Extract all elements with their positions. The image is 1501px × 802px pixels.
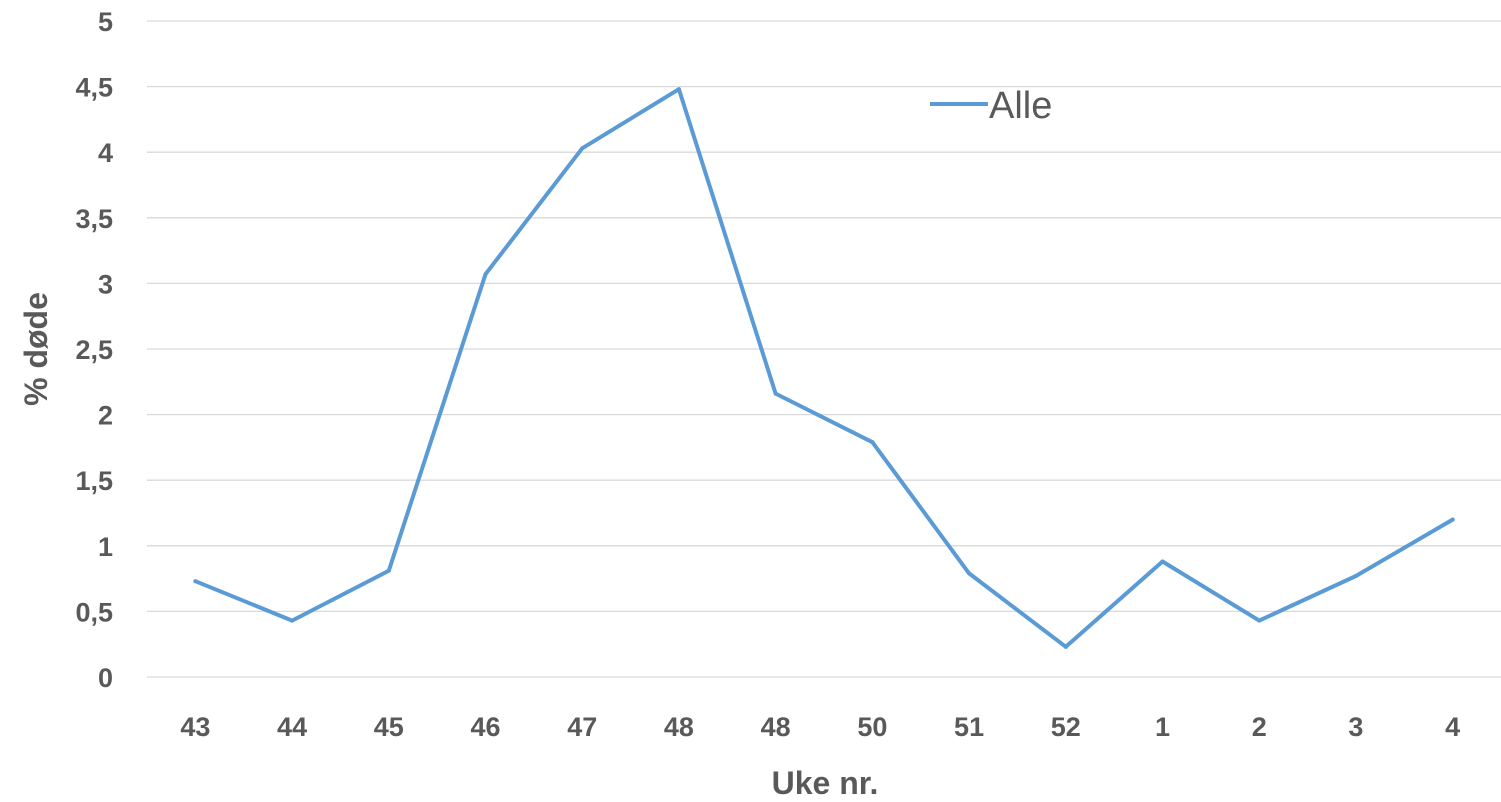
x-tick-label: 4 (1445, 712, 1460, 742)
data-point (290, 618, 295, 623)
data-point (1063, 644, 1068, 649)
series-line-alle (193, 87, 1455, 649)
x-tick-label: 43 (180, 712, 210, 742)
y-tick-label: 2,5 (75, 335, 113, 365)
x-tick-label: 45 (374, 712, 404, 742)
y-tick-label: 3 (98, 269, 113, 299)
data-point (676, 87, 681, 92)
y-tick-label: 5 (98, 7, 113, 37)
x-tick-label: 1 (1155, 712, 1170, 742)
legend: Alle (930, 85, 1052, 127)
gridlines (147, 20, 1501, 678)
x-tick-label: 48 (761, 712, 791, 742)
y-tick-label: 1,5 (75, 466, 113, 496)
data-point (483, 272, 488, 277)
y-tick-label: 4 (98, 138, 113, 168)
x-tick-label: 3 (1348, 712, 1363, 742)
y-tick-label: 4,5 (75, 73, 113, 103)
data-point (1353, 573, 1358, 578)
y-axis-title: % døde (18, 292, 54, 406)
y-tick-label: 1 (98, 532, 113, 562)
x-tick-label: 48 (664, 712, 694, 742)
x-tick-label: 52 (1051, 712, 1081, 742)
legend-label: Alle (989, 85, 1052, 127)
data-point (967, 571, 972, 576)
x-tick-label: 51 (954, 712, 984, 742)
data-point (1257, 618, 1262, 623)
series-lines (193, 87, 1455, 649)
y-tick-label: 0,5 (75, 597, 113, 627)
y-tick-label: 2 (98, 401, 113, 431)
x-axis-title: Uke nr. (772, 765, 879, 801)
y-axis-ticks: 0 0,5 1 1,5 2 2,5 3 3,5 4 4,5 5 (75, 7, 113, 693)
y-tick-label: 0 (98, 663, 113, 693)
x-tick-label: 46 (470, 712, 500, 742)
data-point (1450, 517, 1455, 522)
data-point (1160, 559, 1165, 564)
data-point (193, 579, 198, 584)
data-point (773, 391, 778, 396)
x-tick-label: 44 (277, 712, 307, 742)
x-tick-label: 50 (857, 712, 887, 742)
data-point (870, 440, 875, 445)
x-axis-ticks: 43 44 45 46 47 48 48 50 51 52 1 2 3 4 (180, 712, 1460, 742)
y-tick-label: 3,5 (75, 204, 113, 234)
data-point (386, 568, 391, 573)
x-tick-label: 47 (567, 712, 597, 742)
x-tick-label: 2 (1252, 712, 1267, 742)
data-point (580, 146, 585, 151)
